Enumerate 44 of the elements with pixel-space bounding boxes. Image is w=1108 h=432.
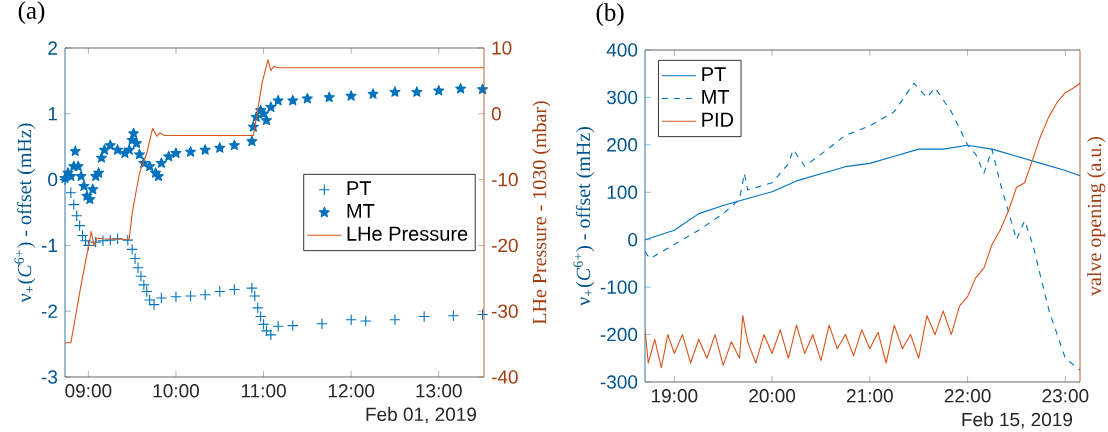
x-axis-title: Feb 01, 2019 bbox=[366, 407, 476, 424]
legend-label: PT bbox=[702, 67, 726, 82]
x-tick-label: 20:00 bbox=[749, 389, 796, 403]
y-tick-label: 100 bbox=[607, 185, 638, 200]
x-tick-label: 21:00 bbox=[847, 389, 893, 403]
y-tick-label: 1 bbox=[48, 107, 58, 121]
y-tick-label: 400 bbox=[606, 43, 638, 57]
y-tick-label: -1 bbox=[41, 238, 58, 252]
y2-tick-label: -10 bbox=[491, 172, 518, 187]
x-tick-label: 23:00 bbox=[1042, 389, 1089, 403]
y-tick-label: 300 bbox=[606, 90, 638, 105]
legend-label: MT bbox=[347, 204, 375, 218]
y2-tick-label: 0 bbox=[491, 107, 501, 121]
y-tick-label: 200 bbox=[607, 138, 638, 152]
x-tick-label: 10:00 bbox=[153, 384, 199, 398]
x-tick-label: 11:00 bbox=[241, 384, 286, 398]
y2-tick-label: -20 bbox=[491, 238, 518, 253]
x-tick-label: 19:00 bbox=[652, 389, 698, 403]
legend-label: MT bbox=[702, 90, 730, 104]
y2-axis-title: valve opening (a.u.) bbox=[1087, 136, 1106, 296]
y2-tick-label: -40 bbox=[491, 370, 518, 384]
y2-tick-label: 10 bbox=[492, 41, 512, 55]
chart-title: (b) bbox=[596, 3, 624, 26]
y-tick-label: -200 bbox=[600, 327, 638, 342]
y2-axis-title: LHe Pressure - 1030 (mbar) bbox=[532, 101, 551, 325]
x-tick-label: 12:00 bbox=[328, 384, 375, 398]
x-tick-label: 22:00 bbox=[944, 389, 991, 403]
y-tick-label: 0 bbox=[628, 232, 638, 247]
legend-label: LHe Pressure bbox=[347, 226, 468, 241]
y2-tick-label: -30 bbox=[491, 304, 518, 318]
x-tick-label: 13:00 bbox=[416, 384, 462, 398]
chart-title: (a) bbox=[18, 1, 45, 24]
x-axis-title: Feb 15, 2019 bbox=[962, 412, 1073, 429]
legend-label: PT bbox=[347, 181, 372, 196]
y-tick-label: 2 bbox=[48, 41, 58, 55]
y-tick-label: -3 bbox=[41, 370, 58, 384]
y-tick-label: -100 bbox=[600, 280, 638, 294]
y-axis-title: ν$_{+}$(C$^{6+}$) - offset (mHz) bbox=[573, 127, 595, 306]
y-tick-label: 0 bbox=[48, 172, 58, 187]
legend-label: PID bbox=[702, 112, 734, 127]
y-tick-label: -300 bbox=[600, 375, 638, 389]
y-tick-label: -2 bbox=[41, 304, 58, 318]
x-tick-label: 09:00 bbox=[65, 384, 112, 398]
y-axis-title: ν$_{+}$(C$^{6+}$) - offset (mHz) bbox=[14, 123, 36, 303]
